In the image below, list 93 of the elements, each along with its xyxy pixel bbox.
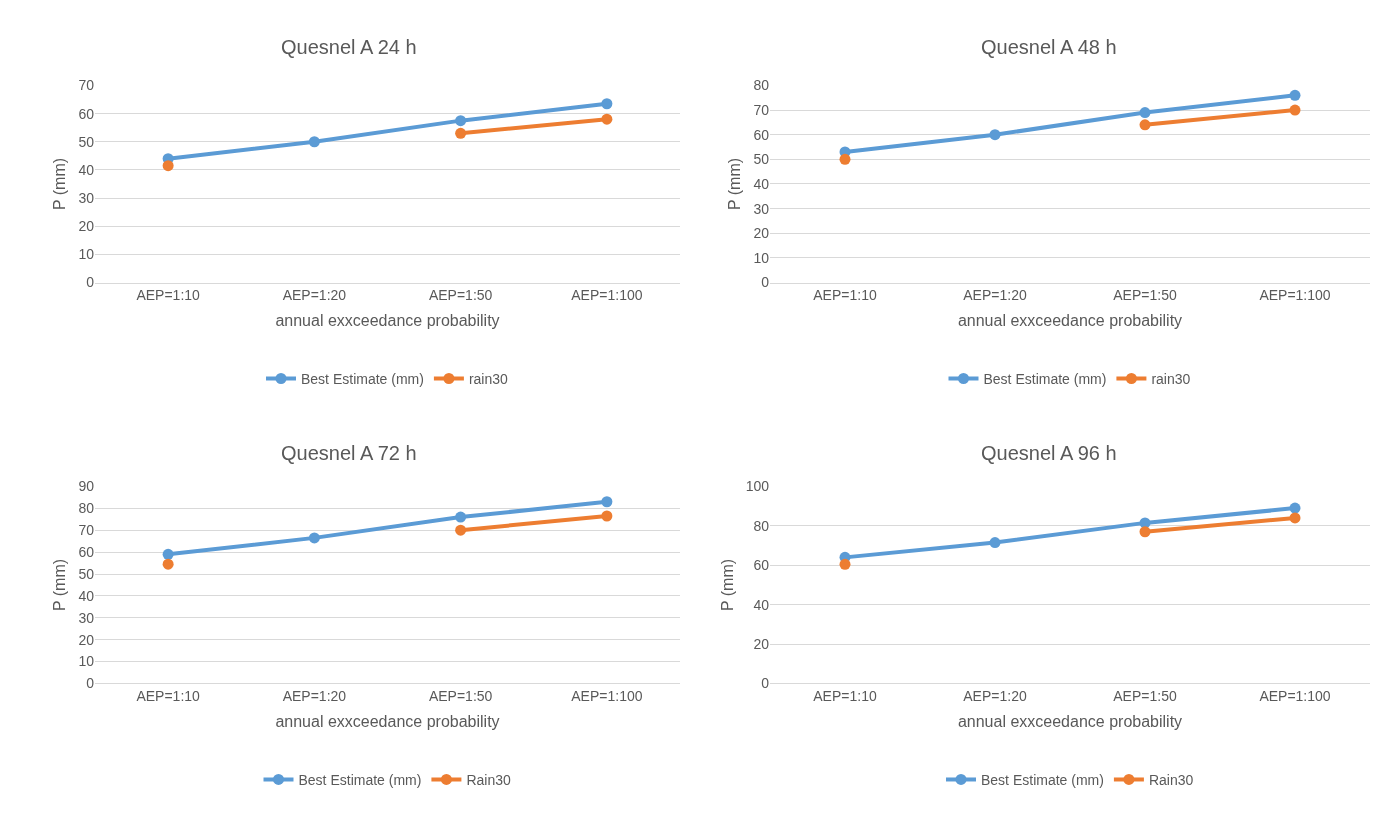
x-tick-label: AEP=1:20: [282, 688, 347, 705]
x-axis-title: annual exxceedance probability: [275, 312, 500, 330]
legend-label: Rain30: [1148, 771, 1194, 788]
point: [601, 496, 613, 508]
y-tick-label: 20: [78, 631, 95, 648]
y-tick-label: 90: [78, 478, 95, 495]
point: [455, 115, 467, 127]
point: [308, 136, 320, 148]
y-axis-title: P (mm): [51, 157, 69, 211]
y-tick-label: 70: [78, 77, 95, 94]
y-tick-label: 40: [78, 161, 95, 178]
point: [601, 510, 613, 522]
legend-label: Best Estimate (mm): [298, 771, 422, 788]
x-tick-label: AEP=1:100: [1259, 287, 1331, 304]
y-tick-label: 0: [86, 675, 95, 692]
point: [162, 160, 174, 172]
x-tick-label: AEP=1:100: [571, 287, 643, 304]
point: [1289, 104, 1301, 116]
y-tick-label: 0: [86, 274, 95, 291]
y-tick-label: 70: [78, 522, 95, 539]
legend-label: Best Estimate (mm): [981, 771, 1104, 788]
y-tick-label: 60: [753, 557, 770, 574]
x-tick-label: AEP=1:50: [1113, 287, 1177, 304]
legend-label: Rain30: [466, 771, 511, 788]
x-tick-label: AEP=1:10: [813, 688, 877, 705]
x-tick-label: AEP=1:10: [136, 287, 201, 304]
y-tick-label: 60: [78, 544, 95, 561]
y-axis-title: P (mm): [51, 558, 69, 612]
y-tick-label: 20: [753, 635, 770, 652]
point: [1139, 119, 1151, 131]
y-tick-label: 80: [753, 517, 770, 534]
chart-title: Quesnel A 72 h: [281, 442, 417, 464]
y-axis-title: P (mm): [718, 558, 736, 612]
y-tick-label: 60: [78, 105, 95, 122]
x-tick-label: AEP=1:50: [428, 287, 493, 304]
x-tick-label: AEP=1:20: [282, 287, 347, 304]
y-tick-label: 40: [753, 175, 770, 192]
y-tick-label: 20: [753, 225, 770, 242]
y-tick-label: 80: [78, 500, 95, 517]
legend-label: Best Estimate (mm): [301, 370, 424, 387]
y-tick-label: 50: [753, 151, 770, 168]
point: [601, 98, 613, 110]
chart-title: Quesnel A 24 h: [281, 36, 417, 58]
y-tick-label: 10: [78, 653, 95, 670]
point: [1289, 502, 1301, 514]
y-tick-label: 10: [78, 246, 95, 263]
y-tick-label: 70: [753, 101, 770, 118]
y-tick-label: 100: [745, 478, 770, 495]
x-tick-label: AEP=1:20: [963, 287, 1027, 304]
point: [455, 127, 467, 139]
point: [1139, 107, 1151, 119]
y-tick-label: 50: [78, 133, 95, 150]
point: [839, 153, 851, 165]
y-axis-title: P (mm): [726, 157, 744, 211]
point: [989, 537, 1001, 549]
chart-title: Quesnel A 48 h: [981, 36, 1117, 58]
y-tick-label: 40: [78, 587, 95, 604]
y-tick-label: 0: [761, 675, 770, 692]
y-tick-label: 30: [78, 189, 95, 206]
x-tick-label: AEP=1:10: [813, 287, 877, 304]
y-tick-label: 10: [753, 249, 770, 266]
point: [455, 524, 467, 536]
legend-label: rain30: [1151, 370, 1191, 387]
y-tick-label: 0: [761, 274, 770, 291]
y-tick-label: 30: [78, 609, 95, 626]
x-tick-label: AEP=1:50: [1113, 688, 1177, 705]
point: [601, 113, 613, 125]
point: [455, 511, 467, 523]
x-tick-label: AEP=1:100: [571, 688, 643, 705]
legend-label: rain30: [468, 370, 509, 387]
y-tick-label: 30: [753, 200, 770, 217]
chart-title: Quesnel A 96 h: [981, 442, 1117, 464]
y-tick-label: 40: [753, 596, 770, 613]
x-tick-label: AEP=1:100: [1259, 688, 1331, 705]
point: [989, 129, 1001, 141]
point: [1289, 512, 1301, 524]
point: [308, 532, 320, 544]
legend-label: Best Estimate (mm): [983, 370, 1107, 387]
y-tick-label: 20: [78, 218, 95, 235]
point: [162, 548, 174, 560]
point: [1139, 526, 1151, 538]
point: [162, 558, 174, 570]
x-tick-label: AEP=1:50: [428, 688, 493, 705]
point: [839, 558, 851, 570]
x-axis-title: annual exxceedance probability: [275, 712, 500, 730]
x-tick-label: AEP=1:10: [136, 688, 201, 705]
y-tick-label: 80: [753, 77, 770, 94]
y-tick-label: 60: [753, 126, 770, 143]
x-axis-title: annual exxceedance probability: [957, 712, 1183, 730]
x-axis-title: annual exxceedance probability: [957, 312, 1183, 330]
x-tick-label: AEP=1:20: [963, 688, 1027, 705]
y-tick-label: 50: [78, 565, 95, 582]
point: [1289, 89, 1301, 101]
